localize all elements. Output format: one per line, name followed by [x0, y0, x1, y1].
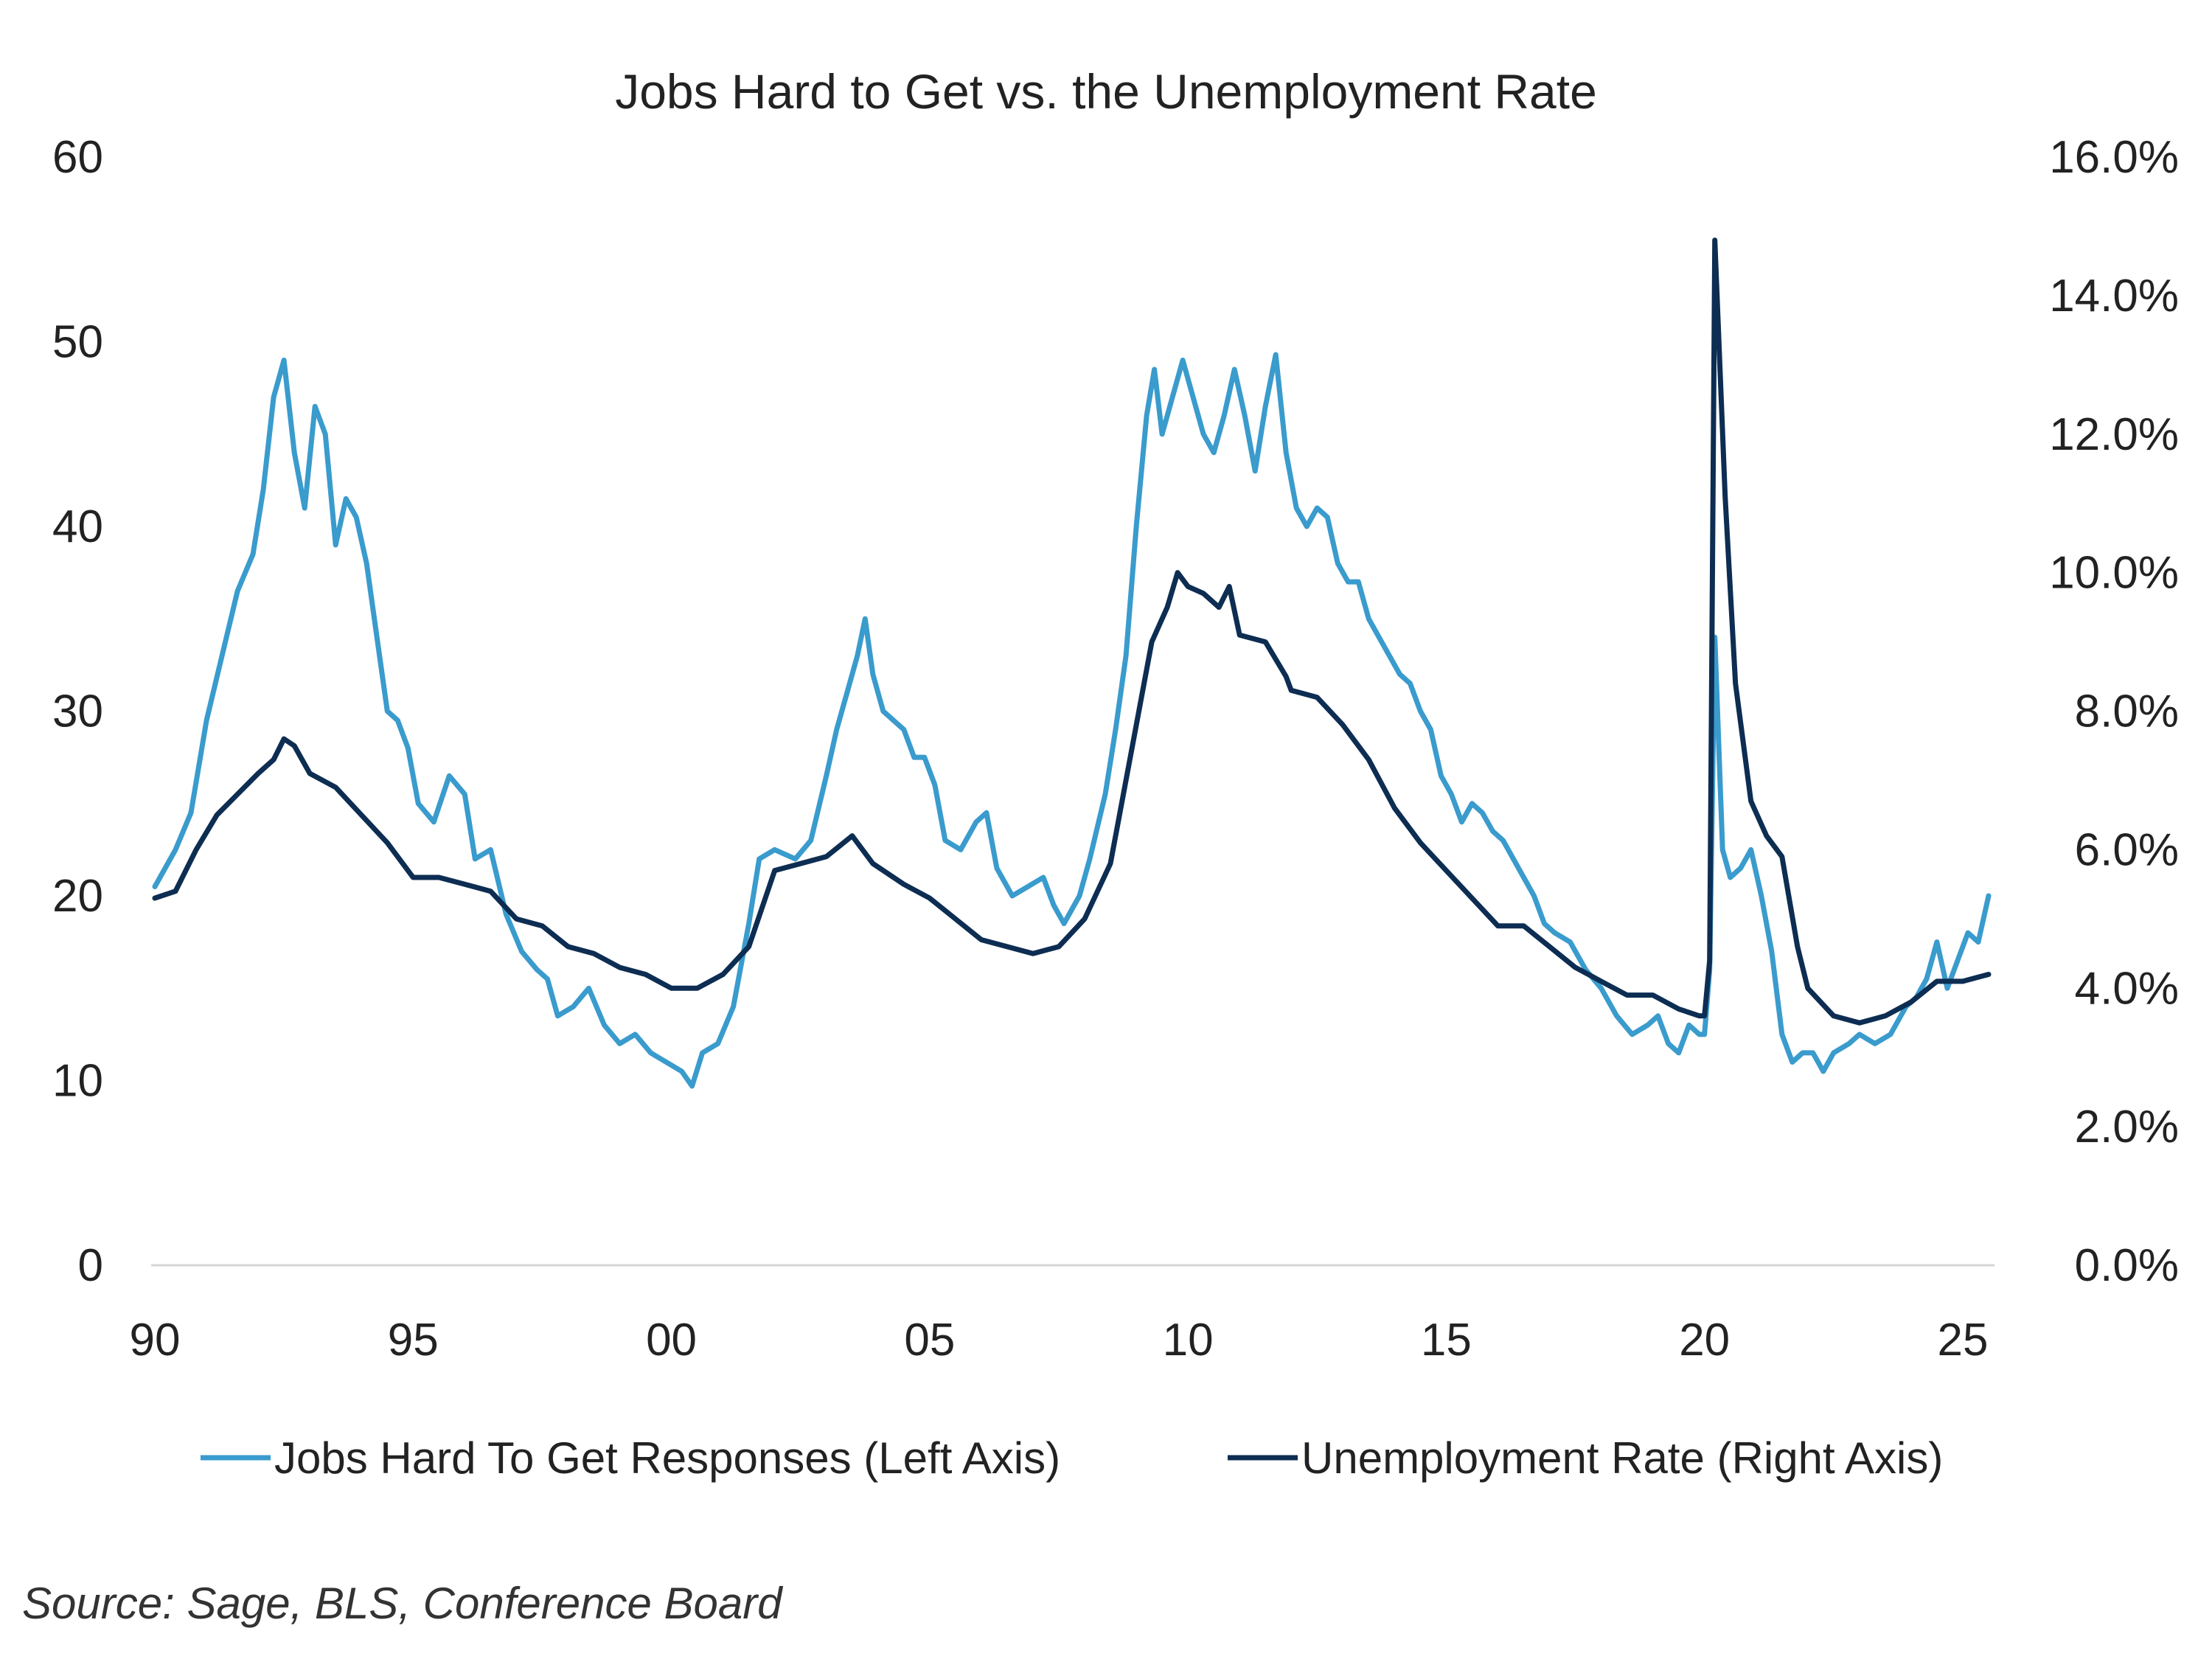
right-tick-label: 4.0%	[2075, 963, 2179, 1014]
right-tick-label: 16.0%	[2049, 132, 2179, 183]
x-tick-label: 20	[1679, 1315, 1730, 1366]
left-tick-label: 10	[52, 1056, 103, 1107]
right-tick-label: 6.0%	[2075, 824, 2179, 875]
left-tick-label: 60	[52, 132, 103, 183]
left-tick-label: 50	[52, 317, 103, 368]
right-tick-label: 12.0%	[2049, 409, 2179, 460]
x-tick-label: 05	[904, 1315, 955, 1366]
right-tick-label: 0.0%	[2075, 1240, 2179, 1291]
series-layer	[152, 237, 1992, 1089]
left-tick-label: 20	[52, 871, 103, 922]
legend-label: Unemployment Rate (Right Axis)	[1301, 1433, 1943, 1483]
source-note: Source: Sage, BLS, Conference Board	[22, 1579, 783, 1628]
x-tick-label: 25	[1937, 1315, 1988, 1366]
legend: Jobs Hard To Get Responses (Left Axis) Un…	[201, 1433, 1943, 1483]
x-axis-ticks: 90 95 00 05 10 15 20 25	[130, 1315, 1989, 1366]
right-axis-ticks: 0.0% 2.0% 4.0% 6.0% 8.0% 10.0% 12.0% 14.0% 16.0%	[2049, 132, 2179, 1291]
right-tick-label: 2.0%	[2075, 1102, 2179, 1152]
x-tick-label: 95	[388, 1315, 439, 1366]
legend-label: Jobs Hard To Get Responses (Left Axis)	[274, 1433, 1060, 1483]
chart-title: Jobs Hard to Get vs. the Unemployment Ra…	[615, 64, 1597, 119]
right-tick-label: 8.0%	[2075, 686, 2179, 737]
x-tick-label: 10	[1163, 1315, 1214, 1366]
left-tick-label: 40	[52, 501, 103, 552]
x-tick-label: 15	[1421, 1315, 1472, 1366]
right-tick-label: 14.0%	[2049, 271, 2179, 321]
x-tick-label: 90	[130, 1315, 181, 1366]
x-tick-label: 00	[646, 1315, 697, 1366]
left-axis-ticks: 0 10 20 30 40 50 60	[52, 132, 103, 1291]
left-tick-label: 30	[52, 686, 103, 737]
right-tick-label: 10.0%	[2049, 548, 2179, 599]
unemployment-rate-line	[152, 237, 1992, 1026]
left-tick-label: 0	[78, 1240, 103, 1291]
